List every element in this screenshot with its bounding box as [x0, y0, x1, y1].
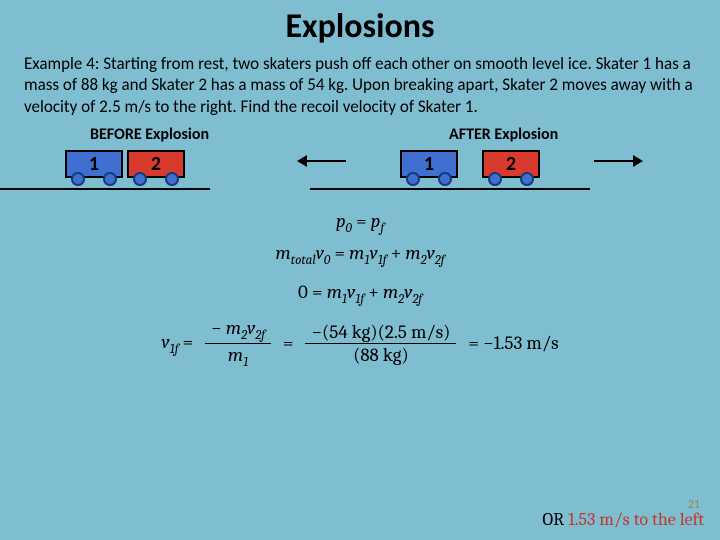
- track-line: [310, 188, 590, 190]
- before-label: BEFORE Explosion: [90, 125, 209, 144]
- eq-expanded: mtotalv0 = m1v1f + m2v2f: [0, 242, 720, 268]
- frac-numerator: −(54 kg)(2.5 m/s): [305, 321, 456, 344]
- eq-zero-initial: 0 = m1v1f + m2v2f: [0, 281, 720, 307]
- cart-2-before: 2: [127, 150, 185, 178]
- wheel-icon: [103, 172, 117, 186]
- diagram-after: 1 2: [350, 150, 590, 190]
- fraction-symbolic: − m2v2f m1: [205, 317, 271, 370]
- cart-2-label: 2: [151, 152, 161, 176]
- eq-equals: =: [356, 210, 371, 232]
- diagram-labels: BEFORE Explosion AFTER Explosion: [0, 117, 720, 144]
- wheel-icon: [438, 172, 452, 186]
- eq-sub: f: [380, 221, 384, 236]
- answer-direction: to the left: [634, 509, 704, 530]
- eq-solve-v1f: v1f = − m2v2f m1 = −(54 kg)(2.5 m/s) (88…: [0, 317, 720, 370]
- arrow-right-icon: [594, 160, 634, 162]
- answer-or-label: OR: [542, 509, 568, 530]
- eq-symbol: v: [161, 331, 169, 353]
- cart-1-label: 1: [89, 152, 99, 176]
- eq-result: = −1.53 m/s: [468, 332, 558, 354]
- cart-2-after: 2: [482, 150, 540, 178]
- eq-symbol: p: [336, 210, 346, 232]
- arrow-left-icon: [306, 160, 346, 162]
- diagrams-row: 1 2 1 2: [0, 144, 720, 190]
- eq-symbol: p: [371, 210, 381, 232]
- before-carts: 1 2: [40, 150, 210, 178]
- after-carts: 1 2: [350, 150, 590, 178]
- answer-alternate: OR 1.53 m/s to the left: [542, 509, 704, 530]
- eq-sub: 0: [346, 221, 352, 236]
- cart-2-label: 2: [506, 152, 516, 176]
- eq-momentum-conservation: p0 = pf: [0, 210, 720, 236]
- cart-1-label: 1: [424, 152, 434, 176]
- wheel-icon: [133, 172, 147, 186]
- wheel-icon: [406, 172, 420, 186]
- wheel-icon: [71, 172, 85, 186]
- page-title: Explosions: [0, 0, 720, 47]
- equations-block: p0 = pf mtotalv0 = m1v1f + m2v2f 0 = m1v…: [0, 190, 720, 370]
- eq-sub: 1f: [170, 341, 179, 356]
- frac-denominator: (88 kg): [347, 344, 415, 366]
- cart-1-before: 1: [65, 150, 123, 178]
- diagram-before: 1 2: [40, 150, 210, 190]
- problem-text: Example 4: Starting from rest, two skate…: [0, 47, 720, 117]
- wheel-icon: [488, 172, 502, 186]
- answer-value: 1.53 m/s: [568, 509, 634, 530]
- wheel-icon: [165, 172, 179, 186]
- cart-1-after: 1: [400, 150, 458, 178]
- wheel-icon: [520, 172, 534, 186]
- fraction-numeric: −(54 kg)(2.5 m/s) (88 kg): [305, 321, 456, 366]
- track-line: [0, 188, 210, 190]
- after-label: AFTER Explosion: [449, 125, 558, 144]
